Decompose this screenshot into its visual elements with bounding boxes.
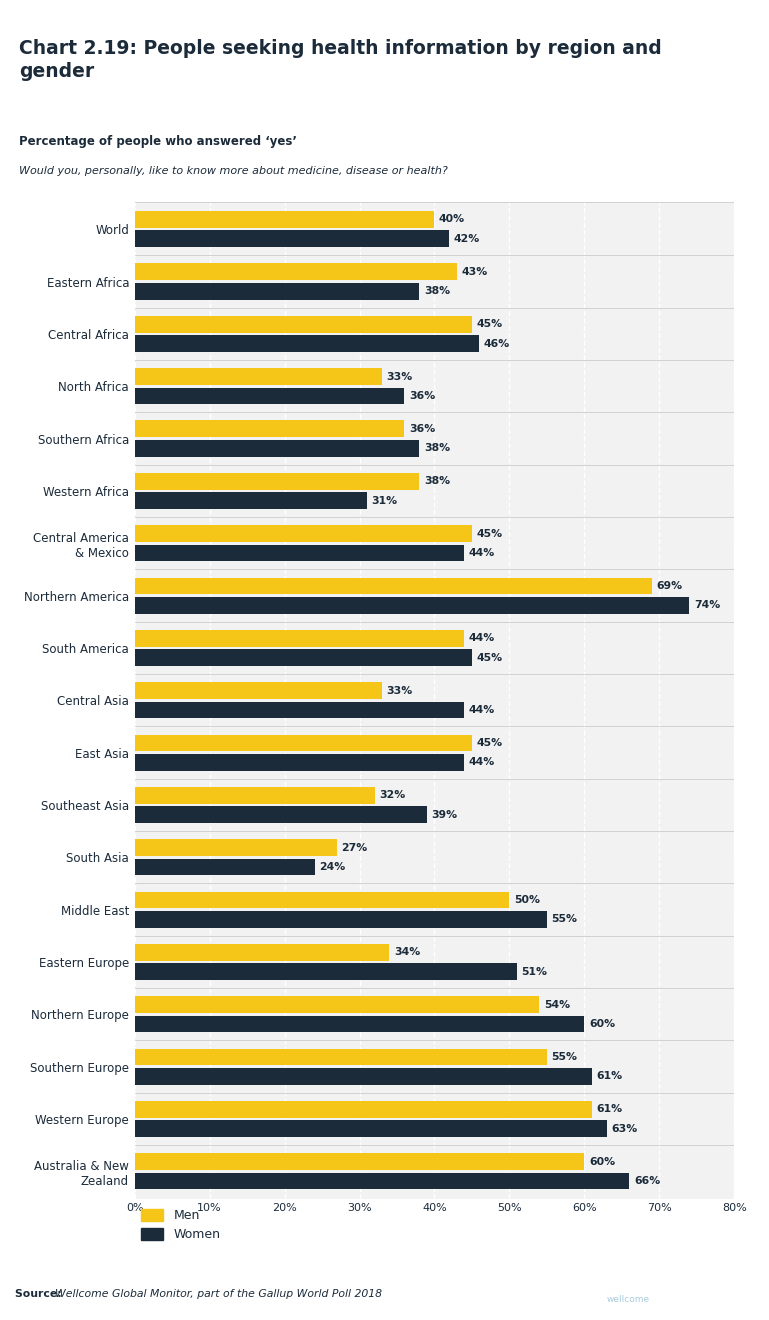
Legend: Men, Women: Men, Women	[141, 1209, 221, 1241]
Bar	[135, 388, 404, 404]
Text: 55%: 55%	[551, 1052, 578, 1063]
Text: Would you, personally, like to know more about medicine, disease or health?: Would you, personally, like to know more…	[19, 166, 448, 177]
Text: 45%: 45%	[477, 738, 503, 748]
Bar	[135, 1101, 592, 1118]
Text: Percentage of people who answered ‘yes’: Percentage of people who answered ‘yes’	[19, 136, 298, 148]
Text: 69%: 69%	[657, 581, 683, 591]
Bar	[135, 231, 450, 247]
Bar	[135, 682, 382, 700]
Bar	[135, 734, 472, 751]
Text: 33%: 33%	[387, 685, 413, 696]
Text: 63%: 63%	[611, 1123, 638, 1134]
Bar	[135, 911, 547, 928]
Bar	[135, 597, 690, 614]
Text: 60%: 60%	[589, 1019, 615, 1030]
Text: 36%: 36%	[409, 424, 435, 434]
Text: 44%: 44%	[469, 758, 495, 767]
Bar	[135, 368, 382, 385]
Bar	[135, 1048, 547, 1065]
Bar	[135, 630, 464, 647]
Text: W: W	[612, 1249, 645, 1278]
Bar	[135, 1154, 584, 1170]
Bar	[135, 492, 367, 510]
Text: 61%: 61%	[597, 1072, 623, 1081]
Bar	[135, 997, 540, 1012]
Text: 74%: 74%	[694, 601, 720, 610]
Bar	[135, 1172, 630, 1189]
Bar	[135, 787, 375, 804]
Text: 42%: 42%	[454, 234, 480, 244]
Text: 51%: 51%	[521, 966, 548, 977]
Bar	[135, 421, 404, 437]
Text: Wellcome Global Monitor, part of the Gallup World Poll 2018: Wellcome Global Monitor, part of the Gal…	[55, 1288, 381, 1299]
Bar	[135, 440, 420, 457]
Bar	[135, 891, 510, 908]
Text: 38%: 38%	[424, 286, 450, 296]
Text: 36%: 36%	[409, 391, 435, 401]
Bar	[135, 335, 480, 352]
Text: 39%: 39%	[431, 809, 458, 820]
Text: wellcome: wellcome	[607, 1295, 651, 1304]
Text: 34%: 34%	[394, 948, 420, 957]
Bar	[135, 525, 472, 543]
Text: 31%: 31%	[371, 495, 398, 506]
Bar	[135, 264, 457, 280]
Text: 61%: 61%	[597, 1105, 623, 1114]
Text: 45%: 45%	[477, 652, 503, 663]
Text: 44%: 44%	[469, 705, 495, 715]
Bar	[135, 473, 420, 490]
Text: 46%: 46%	[484, 338, 510, 348]
Text: 27%: 27%	[341, 842, 368, 853]
Text: 44%: 44%	[469, 634, 495, 643]
Bar	[135, 649, 472, 667]
Bar	[135, 578, 652, 594]
Text: 54%: 54%	[544, 999, 570, 1010]
Bar	[135, 211, 434, 228]
Bar	[135, 282, 420, 300]
Text: 33%: 33%	[387, 371, 413, 381]
Text: 24%: 24%	[319, 862, 345, 873]
Text: 32%: 32%	[379, 791, 405, 800]
Bar	[135, 807, 427, 822]
Bar	[135, 545, 464, 561]
Bar	[135, 1068, 592, 1085]
Bar	[135, 964, 517, 979]
Text: 50%: 50%	[514, 895, 540, 906]
Bar	[135, 701, 464, 718]
Text: 38%: 38%	[424, 444, 450, 453]
Text: 45%: 45%	[477, 528, 503, 539]
Bar	[135, 1121, 607, 1137]
Bar	[135, 944, 390, 961]
Text: Chart 2.19: People seeking health information by region and
gender: Chart 2.19: People seeking health inform…	[19, 38, 662, 82]
Text: 66%: 66%	[634, 1176, 660, 1187]
Bar	[135, 840, 337, 855]
Text: 60%: 60%	[589, 1156, 615, 1167]
Bar	[135, 1015, 584, 1032]
Text: 43%: 43%	[461, 267, 488, 277]
Text: 40%: 40%	[439, 214, 465, 224]
Text: 38%: 38%	[424, 477, 450, 486]
Text: 45%: 45%	[477, 319, 503, 329]
Text: 55%: 55%	[551, 915, 578, 924]
Bar	[135, 858, 315, 875]
Bar	[135, 315, 472, 333]
Text: Source:: Source:	[15, 1288, 66, 1299]
Text: 44%: 44%	[469, 548, 495, 558]
Bar	[135, 754, 464, 771]
